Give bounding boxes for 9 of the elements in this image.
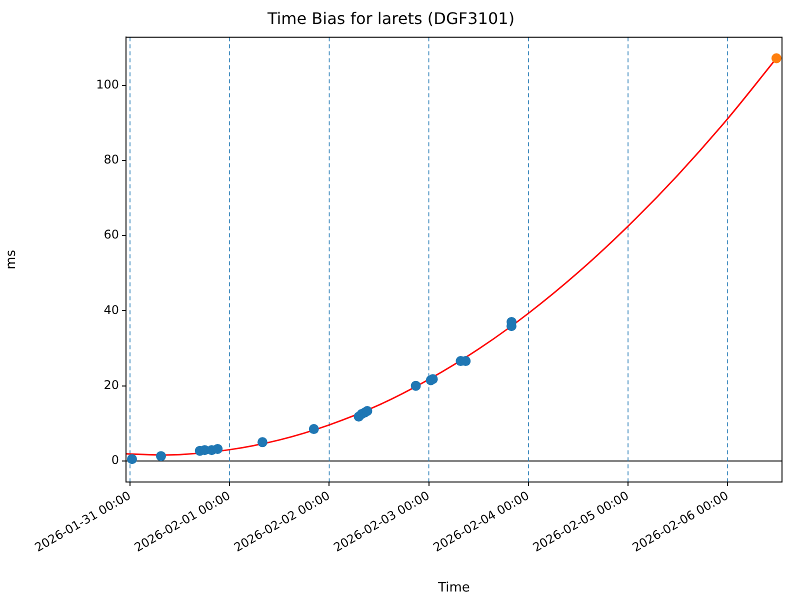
- y-tick-label: 0: [111, 453, 119, 468]
- x-axis-title: Time: [437, 580, 470, 596]
- chart-title: Time Bias for larets (DGF3101): [266, 8, 515, 28]
- y-axis-title: ms: [4, 250, 20, 270]
- y-tick-label: 40: [104, 302, 119, 317]
- y-tick-label: 80: [104, 152, 119, 167]
- y-tick-label: 100: [96, 77, 119, 92]
- y-tick-label: 60: [104, 228, 119, 242]
- y-tick-label: 20: [104, 378, 119, 392]
